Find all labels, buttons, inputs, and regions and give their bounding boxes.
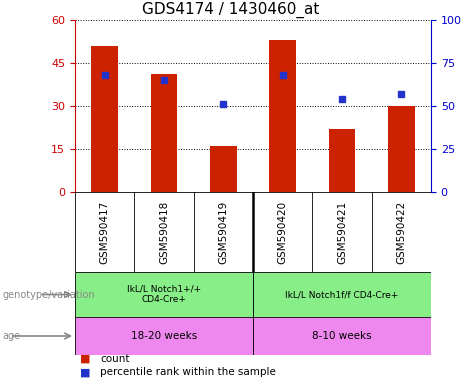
Text: IkL/L Notch1f/f CD4-Cre+: IkL/L Notch1f/f CD4-Cre+ — [285, 290, 399, 299]
Text: GSM590420: GSM590420 — [278, 200, 288, 263]
Bar — [388, 106, 415, 192]
Text: ■: ■ — [80, 354, 90, 364]
Text: GSM590419: GSM590419 — [219, 200, 228, 264]
Bar — [329, 129, 355, 192]
Text: percentile rank within the sample: percentile rank within the sample — [100, 367, 276, 377]
Bar — [210, 146, 236, 192]
Text: genotype/variation: genotype/variation — [2, 290, 95, 300]
Text: 8-10 weeks: 8-10 weeks — [312, 331, 372, 341]
Bar — [91, 46, 118, 192]
Bar — [75, 317, 253, 355]
Text: ■: ■ — [80, 367, 90, 377]
Bar — [151, 74, 177, 192]
Text: GSM590422: GSM590422 — [396, 200, 406, 264]
Text: IkL/L Notch1+/+
CD4-Cre+: IkL/L Notch1+/+ CD4-Cre+ — [127, 285, 201, 304]
Text: GSM590418: GSM590418 — [159, 200, 169, 264]
Text: GSM590421: GSM590421 — [337, 200, 347, 264]
Text: GSM590417: GSM590417 — [100, 200, 110, 264]
Text: count: count — [100, 354, 130, 364]
Bar — [253, 272, 431, 317]
Bar — [269, 40, 296, 192]
Text: 18-20 weeks: 18-20 weeks — [131, 331, 197, 341]
Bar — [253, 317, 431, 355]
Text: GDS4174 / 1430460_at: GDS4174 / 1430460_at — [142, 2, 319, 18]
Bar — [75, 272, 253, 317]
Text: age: age — [2, 331, 20, 341]
